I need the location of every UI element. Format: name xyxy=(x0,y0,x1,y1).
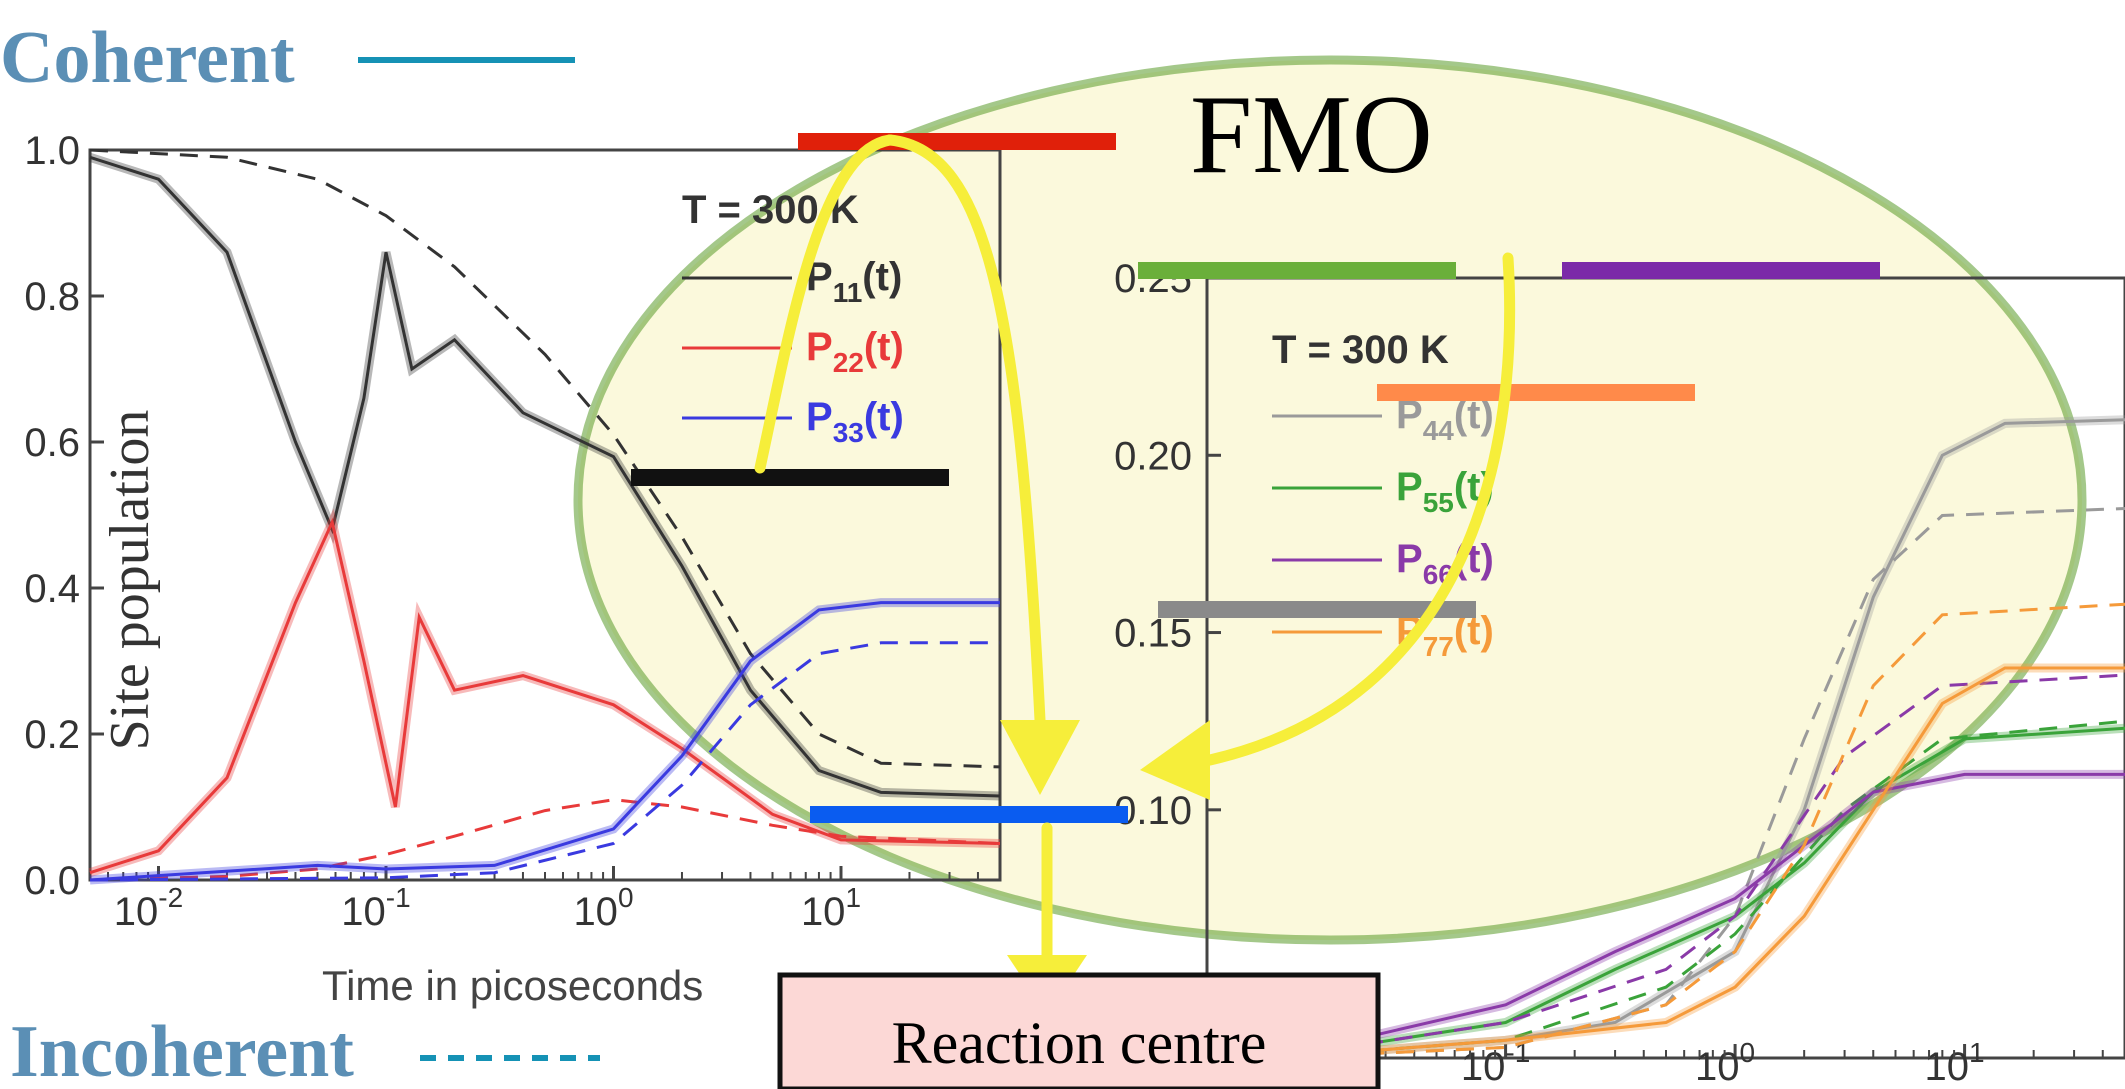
x-tick-base: 10 xyxy=(1925,1045,1970,1089)
legend-label-subscript: 77 xyxy=(1423,631,1454,662)
series-P33(t)-coherent-line xyxy=(89,601,1000,882)
x-tick-label: 10-2 xyxy=(114,882,183,934)
legend-entry-label: P22(t) xyxy=(806,325,904,378)
right-plot-temperature-annotation: T = 300 K xyxy=(1272,328,1449,372)
y-tick-label: 0.0 xyxy=(24,859,80,903)
legend-label-main: P xyxy=(1396,465,1423,509)
energy-level-site-7 xyxy=(1377,384,1695,401)
legend-label-main: P xyxy=(806,395,833,439)
series-P66(t)-incoherent-line xyxy=(1275,673,2125,1060)
x-tick-exponent: 1 xyxy=(1969,1037,1985,1068)
energy-level-site-4 xyxy=(1158,601,1476,618)
series-P55(t)-incoherent-line xyxy=(1275,719,2125,1060)
transfer-arrow-6-to-3 xyxy=(1204,252,1516,766)
x-tick-exponent: -2 xyxy=(158,882,183,913)
y-tick-label: 0.8 xyxy=(24,275,80,319)
reaction-centre-box: Reaction centre xyxy=(777,972,1381,1089)
series-P22(t)-coherent-line xyxy=(89,517,1001,875)
legend-label-subscript: 11 xyxy=(833,277,863,308)
legend-label-tail: (t) xyxy=(864,325,904,369)
arrowhead-from-site-6 xyxy=(1140,720,1210,800)
x-tick-base: 10 xyxy=(1695,1045,1740,1089)
x-tick-base: 10 xyxy=(573,890,618,934)
x-tick-label: 101 xyxy=(1925,1037,1985,1089)
legend-label-main: P xyxy=(806,325,833,369)
y-tick-label: 0.2 xyxy=(24,713,80,757)
incoherent-label: Incoherent xyxy=(10,1011,354,1089)
series-P11(t)-incoherent-line xyxy=(89,148,1001,769)
energy-level-site-2 xyxy=(631,469,949,486)
energy-level-site-3 xyxy=(810,806,1128,823)
energy-level-site-5 xyxy=(1138,262,1456,279)
legend-label-tail: (t) xyxy=(864,395,904,439)
x-tick-exponent: 0 xyxy=(1740,1037,1756,1068)
legend-label-subscript: 33 xyxy=(833,417,864,448)
legend-entry-label: P33(t) xyxy=(806,395,904,448)
series-P22(t)-incoherent-line xyxy=(89,798,1001,882)
energy-transfer-arrows xyxy=(754,134,1516,1015)
legend-label-tail: (t) xyxy=(862,255,902,299)
series-P66(t)-coherent-line xyxy=(1275,772,2125,1060)
energy-level-site-1 xyxy=(798,133,1116,150)
x-tick-label: 100 xyxy=(573,882,633,934)
coherent-label: Coherent xyxy=(0,17,295,99)
y-tick-label: 0.4 xyxy=(24,567,80,611)
x-tick-label: 101 xyxy=(801,882,861,934)
legend-label-subscript: 44 xyxy=(1423,415,1455,446)
arrowhead-to-site-3 xyxy=(1000,720,1080,795)
series-P11(t)-coherent-line xyxy=(89,155,1001,798)
y-tick-label: 0.15 xyxy=(1114,612,1192,656)
y-tick-label: 0.6 xyxy=(24,421,80,465)
energy-level-site-6 xyxy=(1562,262,1880,279)
x-tick-label: 100 xyxy=(1695,1037,1755,1089)
left-plot-x-axis-label: Time in picoseconds xyxy=(322,962,703,1009)
left-plot-y-axis-label: Site population xyxy=(99,410,161,751)
transfer-arrow-2-to-1 xyxy=(754,134,896,474)
legend-label-subscript: 55 xyxy=(1423,487,1454,518)
y-tick-label: 1.0 xyxy=(24,129,80,173)
series-P55(t)-coherent-line xyxy=(1275,726,2125,1060)
x-tick-exponent: 1 xyxy=(845,882,861,913)
series-P33(t)-incoherent-line xyxy=(89,641,1000,882)
x-tick-exponent: 0 xyxy=(618,882,634,913)
legend-label-subscript: 22 xyxy=(833,347,864,378)
transfer-arrow-1-to-3 xyxy=(884,134,1046,726)
fmo-complex-ellipse xyxy=(573,55,2087,945)
x-tick-base: 10 xyxy=(341,890,386,934)
series-P44(t)-coherent-line xyxy=(1275,418,2125,1060)
reaction-centre-label: Reaction centre xyxy=(892,1010,1267,1076)
legend-entry-label: P11(t) xyxy=(806,255,902,308)
series-P77(t)-incoherent-line xyxy=(1276,602,2125,1060)
x-tick-base: 10 xyxy=(801,890,846,934)
x-tick-base: 10 xyxy=(114,890,159,934)
x-tick-exponent: -1 xyxy=(386,882,411,913)
fmo-title: FMO xyxy=(1190,73,1433,197)
y-tick-label: 0.20 xyxy=(1114,434,1192,478)
right-plot-legend: P44(t)P55(t)P66(t)P77(t) xyxy=(1272,393,1494,662)
x-tick-label: 10-1 xyxy=(341,882,410,934)
legend-label-main: P xyxy=(1396,537,1423,581)
